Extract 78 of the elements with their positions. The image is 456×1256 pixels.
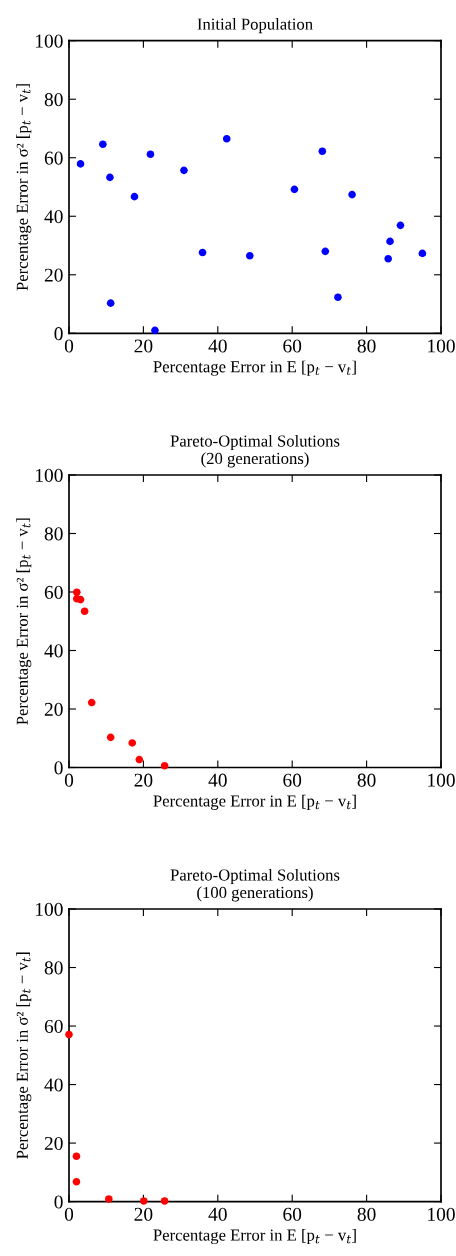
point [76,160,85,168]
point [160,761,169,770]
x-tick-label: 40 [208,1207,227,1221]
x-tick-label: 0 [64,339,74,353]
point [106,173,114,182]
x-tick-label: 100 [428,1207,455,1221]
point [386,237,394,246]
y-tick-label: 40 [44,1078,63,1092]
point [160,1197,169,1205]
point [87,698,96,707]
x-tick-label: 80 [357,1207,376,1221]
point [151,326,159,335]
x-axis-title: Percentage Error in E [p$_{t}$ − v$_{t}$] [153,360,356,376]
y-tick-label: 20 [44,1136,63,1151]
x-axis-title: Percentage Error in E [p$_{t}$ − v$_{t}$] [153,1228,356,1245]
y-tick-label: 0 [54,1195,63,1209]
point [130,192,139,201]
point [106,733,115,742]
point [65,1030,73,1039]
point [396,221,405,230]
point [318,147,327,156]
x-tick-label: 60 [283,1207,302,1221]
x-tick-label: 0 [64,773,74,787]
point [72,1152,81,1161]
y-tick-label: 40 [44,644,63,658]
point [128,739,137,747]
x-tick-label: 20 [134,773,153,787]
y-tick-label: 80 [44,527,63,541]
point [290,185,299,194]
chart-title: Pareto-Optimal Solutions (100 generations) [170,868,340,902]
y-tick-label: 60 [44,151,63,165]
chart-title: Initial Population [197,18,313,34]
point [180,166,188,175]
x-tick-label: 100 [428,773,455,787]
point [222,134,231,143]
point [80,607,89,616]
point [348,190,356,199]
chart-title: Pareto-Optimal Solutions (20 generations) [170,434,340,468]
x-tick-label: 20 [134,1207,153,1221]
y-tick-label: 60 [44,585,63,599]
point [198,248,207,257]
y-tick-label: 0 [54,761,63,775]
y-axis-title: Percentage Error in σ² [p$_{t}$ − v$_{t}$] [16,84,32,291]
y-axis-title: Percentage Error in σ² [p$_{t}$ − v$_{t}$] [16,952,32,1159]
y-tick-label: 60 [44,1019,63,1033]
point [321,247,330,256]
y-tick-label: 20 [44,268,63,282]
y-tick-label: 0 [54,327,63,341]
point [139,1197,148,1205]
point [72,1177,81,1186]
y-tick-label: 20 [44,702,63,716]
x-tick-label: 100 [428,339,455,353]
y-tick-label: 100 [35,34,63,48]
x-tick-label: 60 [283,339,302,353]
x-tick-label: 80 [357,339,376,353]
point [245,251,254,260]
x-axis-title: Percentage Error in E [p$_{t}$ − v$_{t}$] [153,794,356,811]
x-tick-label: 0 [64,1207,74,1221]
y-tick-label: 100 [35,902,63,916]
point [99,140,107,149]
point [334,293,342,302]
point [418,249,427,258]
x-tick-label: 60 [283,773,302,787]
point [76,595,85,604]
y-tick-label: 80 [44,93,63,107]
y-tick-label: 100 [35,468,63,482]
x-tick-label: 20 [134,339,153,353]
x-tick-label: 40 [208,339,227,353]
x-tick-label: 40 [208,773,227,787]
point [106,299,115,307]
y-axis-title: Percentage Error in σ² [p$_{t}$ − v$_{t}$] [16,518,32,725]
point [384,254,392,263]
point [135,755,144,764]
y-tick-label: 40 [44,210,63,224]
point [146,150,155,159]
x-tick-label: 80 [357,773,376,787]
y-tick-label: 80 [44,961,63,975]
point [105,1195,113,1203]
